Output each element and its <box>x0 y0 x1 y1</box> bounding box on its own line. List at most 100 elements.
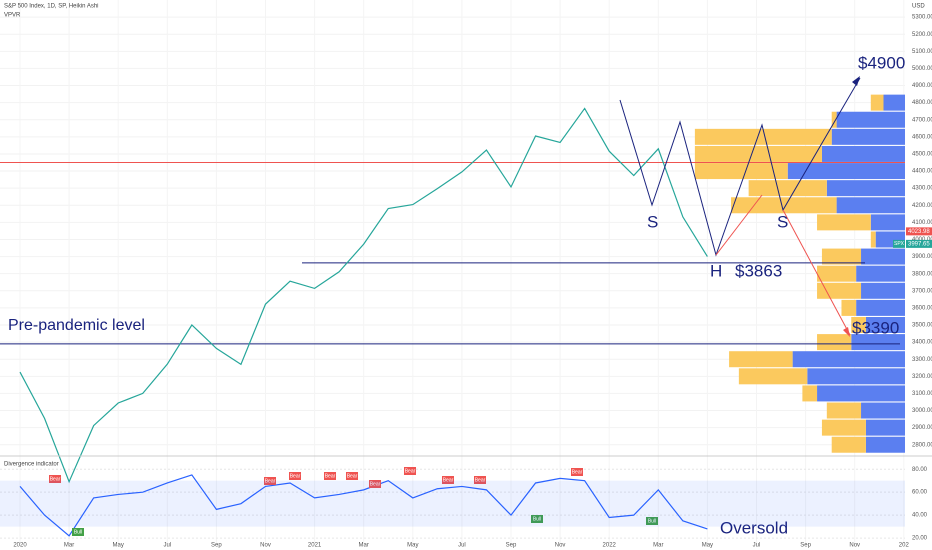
arrow-head <box>843 327 850 337</box>
y-tick-label: 5200.00 <box>912 32 932 38</box>
y-tick-label: 3000.00 <box>912 408 932 414</box>
x-tick-label: 2020 <box>13 543 27 549</box>
profile-down <box>817 214 871 231</box>
symbol-box <box>893 239 905 248</box>
study-name: VPVR <box>4 13 21 19</box>
annotation: S <box>647 212 658 231</box>
y-tick-label: 4500.00 <box>912 152 932 158</box>
divergence-box <box>289 472 301 480</box>
x-tick-label: Jul <box>458 543 466 549</box>
profile-up <box>856 299 905 316</box>
profile-down <box>694 163 788 180</box>
profile-up <box>836 111 905 128</box>
annotation: Pre-pandemic level <box>8 317 145 334</box>
y-tick-label: 4400.00 <box>912 169 932 175</box>
profile-down <box>826 402 862 419</box>
price-label-box <box>906 227 932 236</box>
x-tick-label: 2022 <box>603 543 617 549</box>
divergence-box <box>474 476 486 484</box>
divergence-box <box>646 517 658 525</box>
price-label: 3997.65 <box>908 241 930 247</box>
profile-up <box>851 334 905 351</box>
y-tick-label: 20.00 <box>912 536 928 542</box>
arrow-head <box>852 76 860 86</box>
y-tick-label: 3300.00 <box>912 357 932 363</box>
profile-down <box>831 111 837 128</box>
divergence-label: Bear <box>443 477 454 483</box>
x-tick-label: 2021 <box>308 543 322 549</box>
x-tick-label: Nov <box>555 543 566 549</box>
grid <box>0 0 905 545</box>
annotation: $4900 <box>858 53 905 72</box>
divergence-label: Bull <box>74 529 82 535</box>
profile-down <box>694 145 822 162</box>
price-label: 4023.98 <box>908 229 930 235</box>
divergence-label: Bear <box>347 473 358 479</box>
profile-up <box>861 402 905 419</box>
x-tick-label: Mar <box>653 543 663 549</box>
price-layer <box>0 107 905 537</box>
y-tick-label: 3100.00 <box>912 391 932 397</box>
annotation: $3390 <box>852 318 899 337</box>
profile-down <box>748 180 827 197</box>
profile-down <box>870 94 884 111</box>
pattern-arrow <box>715 194 763 256</box>
divergence-box <box>369 480 381 488</box>
y-tick-label: 3900.00 <box>912 254 932 260</box>
x-tick-label: Mar <box>359 543 369 549</box>
y-tick-label: 4700.00 <box>912 117 932 123</box>
y-tick-label: 60.00 <box>912 490 928 496</box>
y-tick-label: 4900.00 <box>912 83 932 89</box>
divergence-box <box>571 468 583 476</box>
profile-up <box>870 214 905 231</box>
profile-up <box>836 197 905 214</box>
x-tick-label: Nov <box>849 543 860 549</box>
profile-up <box>883 94 905 111</box>
volume-profile <box>694 94 905 453</box>
price-label-box <box>906 239 932 248</box>
divergence-labels: Bear Bull Bear Bear Bear Bear Bear Bear Bear Bear… <box>49 467 658 536</box>
annotation: Oversold <box>720 518 788 537</box>
profile-down <box>817 334 852 351</box>
divergence-label: Bear <box>50 476 61 482</box>
divergence-label: Bear <box>475 477 486 483</box>
y-tick-label: 3700.00 <box>912 288 932 294</box>
x-tick-label: Sep <box>211 543 222 549</box>
y-tick-label: 4600.00 <box>912 134 932 140</box>
profile-down <box>821 248 862 265</box>
divergence-label: Bear <box>325 473 336 479</box>
indicator-title: Divergence indicator <box>4 462 59 468</box>
y-tick-label: 3400.00 <box>912 340 932 346</box>
divergence-box <box>404 467 416 475</box>
y-tick-label: 3200.00 <box>912 374 932 380</box>
profile-down <box>841 299 857 316</box>
x-tick-label: Sep <box>506 543 517 549</box>
y-tick-label: 5300.00 <box>912 15 932 21</box>
profile-up <box>865 419 905 436</box>
x-tick-label: May <box>113 543 124 549</box>
divergence-label: Bear <box>572 469 583 475</box>
y-tick-label: 5100.00 <box>912 49 932 55</box>
symbol-label: SPX <box>894 241 905 247</box>
x-tick-label: 202 <box>899 543 910 549</box>
x-tick-label: Jul <box>163 543 171 549</box>
profile-up <box>861 282 905 299</box>
y-tick-label: 2800.00 <box>912 442 932 448</box>
indicator-band <box>0 480 905 527</box>
profile-up <box>826 180 905 197</box>
y-tick-label: 2900.00 <box>912 425 932 431</box>
profile-down <box>802 385 818 402</box>
chart-title: S&P 500 Index, 1D, SP, Heikin Ashi <box>4 4 99 10</box>
y-tick-label: 4800.00 <box>912 100 932 106</box>
y-tick-label: 40.00 <box>912 513 928 519</box>
series-line <box>19 474 708 537</box>
y-tick-label: 3500.00 <box>912 323 932 329</box>
currency: USD <box>912 4 925 10</box>
profile-down <box>738 368 808 385</box>
profile-down <box>694 128 832 145</box>
x-tick-label: May <box>407 543 418 549</box>
profile-up <box>856 265 905 282</box>
divergence-box <box>346 472 358 480</box>
y-tick-label: 4100.00 <box>912 220 932 226</box>
